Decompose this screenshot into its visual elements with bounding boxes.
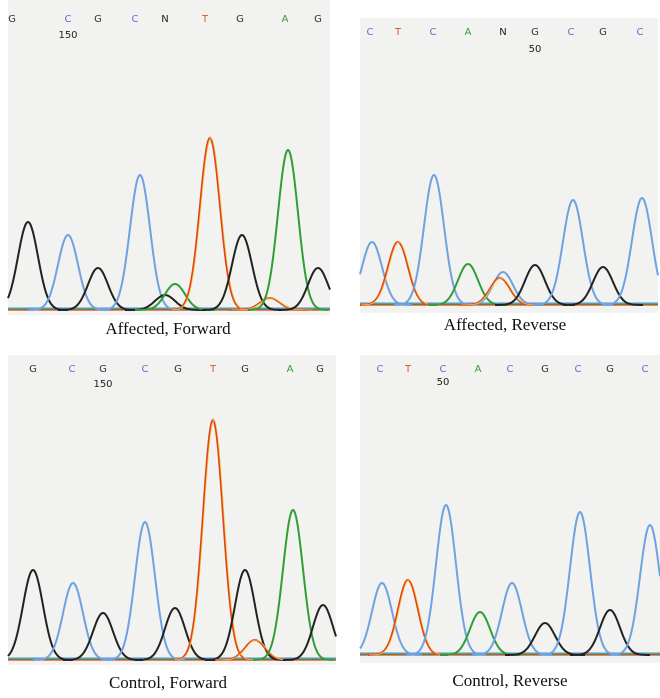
base-call: A <box>475 364 482 375</box>
chromatogram-panel <box>360 18 658 313</box>
figure: G C G C N T G A G 150 Affected, Forward C T C A N G C G C 50… <box>0 0 660 698</box>
base-call: C <box>568 27 575 38</box>
base-call: G <box>174 364 182 375</box>
base-call: C <box>142 364 149 375</box>
base-call: T <box>394 27 402 38</box>
chromatogram-panel <box>8 355 336 665</box>
base-call: G <box>8 14 16 25</box>
base-call: C <box>377 364 384 375</box>
position-label: 150 <box>93 379 112 390</box>
base-call: C <box>575 364 582 375</box>
base-call: C <box>69 364 76 375</box>
base-call: G <box>94 14 102 25</box>
base-call: G <box>599 27 607 38</box>
base-call: G <box>314 14 322 25</box>
panel-caption: Control, Forward <box>109 673 228 692</box>
base-call: C <box>637 27 644 38</box>
base-call: C <box>642 364 649 375</box>
panel-caption: Affected, Reverse <box>444 315 566 334</box>
position-label: 50 <box>529 44 542 55</box>
base-call: G <box>606 364 614 375</box>
base-call: G <box>531 27 539 38</box>
base-call: G <box>236 14 244 25</box>
base-call: G <box>316 364 324 375</box>
base-call: C <box>65 14 72 25</box>
base-call: C <box>430 27 437 38</box>
base-call: N <box>499 27 506 38</box>
base-call: T <box>201 14 209 25</box>
base-call: A <box>465 27 472 38</box>
base-call: C <box>367 27 374 38</box>
base-call: G <box>241 364 249 375</box>
base-call: G <box>541 364 549 375</box>
base-call: G <box>99 364 107 375</box>
base-call: C <box>132 14 139 25</box>
base-call: T <box>404 364 412 375</box>
base-call: A <box>282 14 289 25</box>
position-label: 50 <box>437 377 450 388</box>
base-call: G <box>29 364 37 375</box>
panel-caption: Control, Reverse <box>452 671 567 690</box>
base-call: C <box>507 364 514 375</box>
panel-caption: Affected, Forward <box>105 319 231 338</box>
position-label: 150 <box>58 30 77 41</box>
base-call: T <box>209 364 217 375</box>
base-call: C <box>440 364 447 375</box>
base-call: N <box>161 14 168 25</box>
base-call: A <box>287 364 294 375</box>
